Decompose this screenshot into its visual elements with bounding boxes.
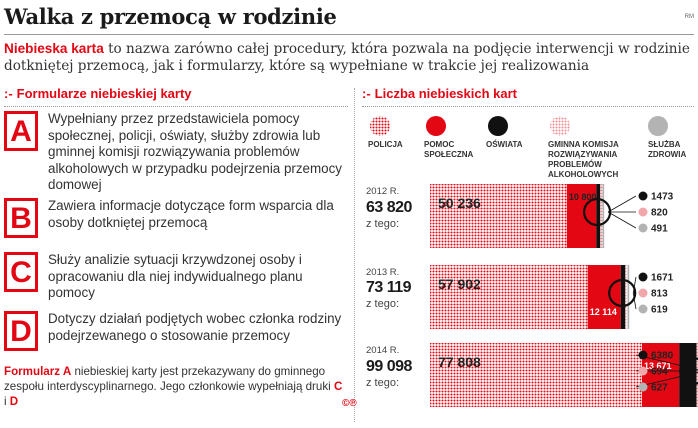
- forms-heading-line: [4, 106, 348, 107]
- chart-heading-line: [362, 106, 694, 107]
- copyright-icon: ©℗: [342, 398, 357, 409]
- callout-dot-gmina: [638, 366, 648, 376]
- form-item-d: D Dotyczy działań podjętych wobec członk…: [4, 311, 348, 355]
- bar-segment-zdrowie: [602, 184, 605, 248]
- year-sub: z tego:: [366, 377, 400, 389]
- form-letter-badge: D: [4, 311, 38, 351]
- data-label-policja: 57 902: [438, 276, 481, 292]
- form-letter-badge: B: [4, 198, 38, 238]
- callout-line: [632, 292, 637, 310]
- footnote: Formularz A niebieskiej karty jest przek…: [4, 364, 348, 409]
- data-label-zdrowie: 627: [651, 383, 668, 394]
- callout-line: [635, 354, 698, 370]
- legend-label-gmina: GMINNA KOMISJA ROZWIĄZYWANIA PROBLEMÓW A…: [548, 140, 619, 179]
- chart-heading-text: Liczba niebieskich kart: [374, 86, 518, 101]
- year-label: 2012 R.: [366, 186, 400, 197]
- callout-dot-gmina: [638, 288, 648, 298]
- legend-swatch-policja: [370, 116, 390, 136]
- intro-highlight: Niebieska karta: [4, 41, 104, 56]
- legend-swatch-gmina: [550, 116, 570, 136]
- year-sub: z tego:: [366, 298, 400, 310]
- data-label-gmina: 694: [651, 367, 668, 378]
- heading-marker-icon: :-: [362, 86, 371, 101]
- bar-segment-zdrowie: [627, 265, 630, 329]
- legend-swatch-oswiata: [488, 116, 508, 136]
- year-total: 63 820: [366, 199, 412, 216]
- form-description: Dotyczy działań podjętych wobec członka …: [48, 311, 342, 343]
- chart-heading: :- Liczba niebieskich kart: [362, 86, 517, 101]
- callout-dot-gmina: [638, 207, 648, 217]
- form-description: Służy analizie sytuacji krzywdzonej osob…: [48, 252, 303, 300]
- data-label-gmina: 820: [651, 208, 668, 219]
- bar-segment-gmina: [696, 343, 698, 407]
- bar-segment-pomoc: [641, 343, 680, 407]
- bar-segment-oswiata: [596, 184, 601, 248]
- form-item-a: A Wypełniany przez przedstawiciela pomoc…: [4, 111, 348, 192]
- bar-segment-policja: [430, 184, 567, 248]
- footnote-text: niebieskiej karty jest przekazywany do g…: [4, 365, 334, 393]
- form-letter-badge: A: [4, 111, 38, 151]
- legend-label-policja: POLICJA: [368, 140, 403, 149]
- legend-swatch-zdrowie: [648, 116, 668, 136]
- year-sub: z tego:: [366, 218, 400, 230]
- year-total: 99 098: [366, 358, 412, 375]
- callout-dot-zdrowie: [638, 223, 648, 233]
- callout-dot-oswiata: [638, 191, 648, 201]
- legend-label-oswiata: OŚWIATA: [486, 140, 523, 149]
- year-label: 2013 R.: [366, 267, 400, 278]
- data-label-policja: 77 808: [438, 354, 481, 370]
- footnote-highlight: D: [9, 395, 19, 408]
- callout-dot-zdrowie: [638, 382, 648, 392]
- data-label-gmina: 813: [651, 289, 668, 300]
- column-divider: [354, 88, 355, 422]
- bar-segment-pomoc: [566, 184, 597, 248]
- legend-label-pomoc: POMOC SPOŁECZNA: [424, 140, 474, 159]
- data-label-oswiata: 1671: [651, 273, 674, 284]
- legend-swatch-pomoc: [426, 116, 446, 136]
- author-credit: RM: [684, 14, 694, 20]
- intro-text: to nazwa zarówno całej procedury, która …: [4, 41, 690, 74]
- legend-label-zdrowie: SŁUŻBA ZDROWIA: [648, 140, 687, 159]
- data-label-policja: 50 236: [438, 195, 481, 211]
- data-label-pomoc: 12 114: [590, 307, 617, 317]
- callout-dot-oswiata: [638, 272, 648, 282]
- data-label-oswiata: 1473: [651, 192, 674, 203]
- callout-dot-oswiata: [638, 350, 648, 360]
- callout-line: [632, 276, 637, 294]
- bar-segment-policja: [430, 265, 588, 329]
- forms-heading: :- Formularze niebieskiej karty: [4, 86, 192, 101]
- data-label-oswiata: 6380: [651, 351, 674, 362]
- bar-segment-gmina: [600, 184, 603, 248]
- bar-segment-pomoc: [587, 265, 621, 329]
- title-divider: [4, 34, 694, 35]
- page-title: Walka z przemocą w rodzinie: [4, 4, 337, 29]
- intro-paragraph: Niebieska karta to nazwa zarówno całej p…: [4, 40, 694, 75]
- callout-line: [607, 211, 637, 229]
- data-label-zdrowie: 619: [651, 305, 668, 316]
- callout-dot-zdrowie: [638, 304, 648, 314]
- form-item-c: C Służy analizie sytuacji krzywdzonej os…: [4, 252, 348, 304]
- callout-line: [635, 372, 698, 388]
- footnote-text: i: [4, 395, 10, 408]
- forms-heading-text: Formularze niebieskiej karty: [16, 86, 192, 101]
- year-total: 73 119: [366, 279, 412, 296]
- form-item-b: B Zawiera informacje dotyczące form wspa…: [4, 198, 348, 238]
- form-letter-badge: C: [4, 252, 38, 292]
- bar-segment-policja: [430, 343, 642, 407]
- footnote-highlight: C: [333, 380, 343, 393]
- callout-line: [607, 195, 637, 213]
- footnote-highlight: Formularz A: [4, 365, 72, 378]
- bar-segment-oswiata: [620, 265, 626, 329]
- data-label-pomoc: 10 800: [569, 192, 597, 202]
- data-label-zdrowie: 491: [651, 224, 668, 235]
- bar-segment-gmina: [625, 265, 628, 329]
- data-label-pomoc: 13 671: [644, 361, 672, 371]
- heading-marker-icon: :-: [4, 86, 13, 101]
- form-description: Wypełniany przez przedstawiciela pomocy …: [48, 111, 342, 192]
- year-label: 2014 R.: [366, 345, 400, 356]
- form-description: Zawiera informacje dotyczące form wsparc…: [48, 198, 334, 230]
